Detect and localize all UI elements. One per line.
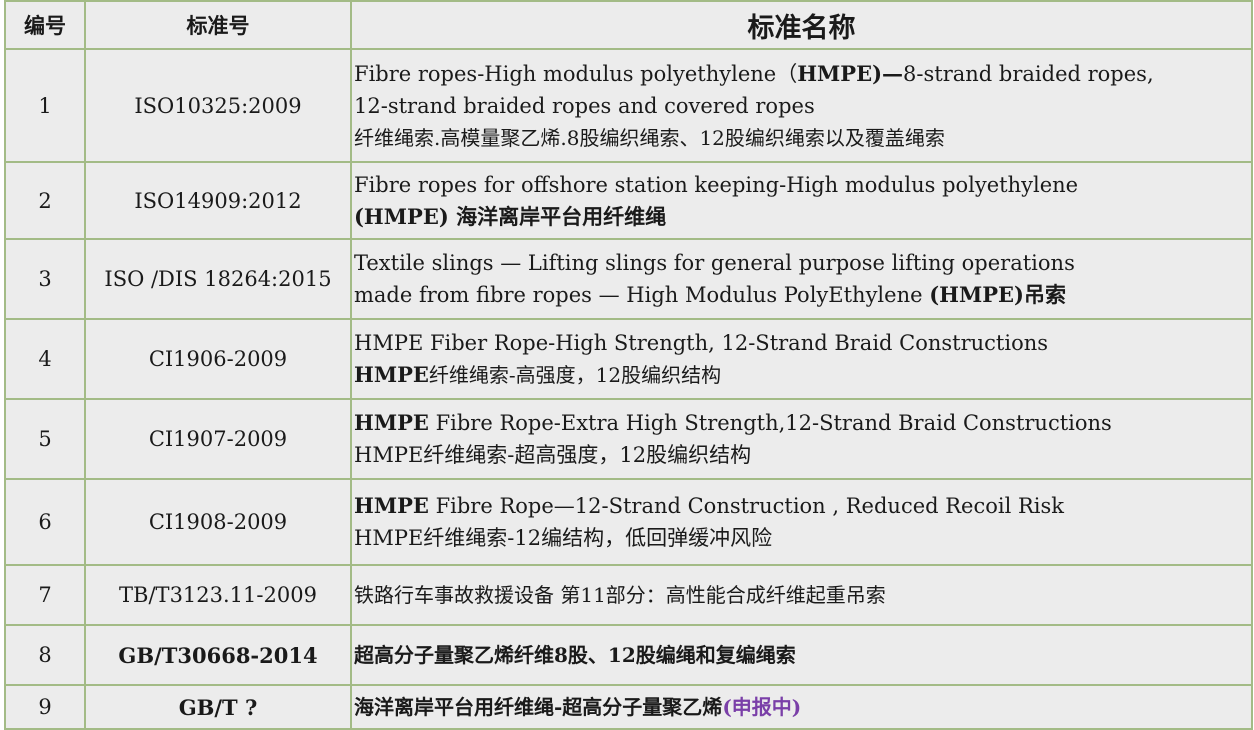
standard-name: 海洋离岸平台用纤维绳-超高分子量聚乙烯(申报中) bbox=[350, 684, 1253, 730]
status-text: (申报中) bbox=[722, 695, 802, 719]
table-row: 7 TB/T3123.11-2009 铁路行车事故救援设备 第11部分：高性能合成… bbox=[4, 564, 1253, 626]
row-number: 6 bbox=[4, 478, 86, 566]
name-line: HMPE纤维绳索-高强度，12股编织结构 bbox=[354, 359, 1251, 391]
standard-code: GB/T30668-2014 bbox=[84, 624, 352, 686]
name-segment: HMPE Fiber Rope-High Strength, 12-Strand… bbox=[354, 331, 1049, 355]
name-line: Fibre ropes for offshore station keeping… bbox=[354, 169, 1251, 201]
name-segment: (HMPE)吊索 bbox=[929, 282, 1066, 307]
name-segment: 铁路行车事故救援设备 第11部分：高性能合成纤维起重吊索 bbox=[354, 583, 886, 607]
name-line: 纤维绳索.高模量聚乙烯.8股编织绳索、12股编织绳索以及覆盖绳索 bbox=[354, 122, 1251, 154]
name-segment: HMPE bbox=[354, 410, 429, 435]
standard-name: Fibre ropes-High modulus polyethylene（HM… bbox=[350, 48, 1253, 163]
name-segment: 超高分子量聚乙烯纤维8股、12股编绳和复编绳索 bbox=[354, 643, 796, 667]
standard-code: GB/T ? bbox=[84, 684, 352, 730]
name-segment: 海洋离岸平台用纤维绳-超高分子量聚乙烯 bbox=[354, 695, 723, 719]
standard-name: 铁路行车事故救援设备 第11部分：高性能合成纤维起重吊索 bbox=[350, 564, 1253, 626]
name-segment: Fibre ropes for offshore station keeping… bbox=[354, 172, 1079, 197]
standard-name: 超高分子量聚乙烯纤维8股、12股编绳和复编绳索 bbox=[350, 624, 1253, 686]
name-segment: Textile slings — Lifting slings for gene… bbox=[354, 251, 1075, 275]
row-number: 8 bbox=[4, 624, 86, 686]
name-segment: Fibre Rope-Extra High Strength,12-Strand… bbox=[428, 411, 1112, 435]
standard-name: Textile slings — Lifting slings for gene… bbox=[350, 238, 1253, 320]
standard-code: CI1908-2009 bbox=[84, 478, 352, 566]
row-number: 9 bbox=[4, 684, 86, 730]
name-segment: HMPE纤维绳索-12编结构，低回弹缓冲风险 bbox=[354, 526, 773, 550]
table-row: 8 GB/T30668-2014 超高分子量聚乙烯纤维8股、12股编绳和复编绳索 bbox=[4, 624, 1253, 686]
name-line: made from fibre ropes — High Modulus Pol… bbox=[354, 279, 1251, 311]
table-row: 3 ISO /DIS 18264:2015 Textile slings — Lif… bbox=[4, 238, 1253, 320]
table-row: 1 ISO10325:2009 Fibre ropes-High modulus p… bbox=[4, 48, 1253, 163]
name-segment: 纤维绳索.高模量聚乙烯.8股编织绳索、12股编织绳索以及覆盖绳索 bbox=[354, 125, 945, 150]
standard-code: TB/T3123.11-2009 bbox=[84, 564, 352, 626]
row-number: 7 bbox=[4, 564, 86, 626]
name-segment: HMPE纤维绳索-超高强度，12股编织结构 bbox=[354, 443, 752, 467]
standard-name: HMPE Fibre Rope-Extra High Strength,12-S… bbox=[350, 398, 1253, 480]
table-row: 2 ISO14909:2012 Fibre ropes for offshore s… bbox=[4, 161, 1253, 240]
name-segment: 8-strand braided ropes, bbox=[903, 61, 1154, 86]
name-line: 超高分子量聚乙烯纤维8股、12股编绳和复编绳索 bbox=[354, 639, 1251, 671]
standard-name: Fibre ropes for offshore station keeping… bbox=[350, 161, 1253, 240]
name-line: (HMPE) 海洋离岸平台用纤维绳 bbox=[354, 201, 1251, 233]
table-row: 5 CI1907-2009 HMPE Fibre Rope-Extra High … bbox=[4, 398, 1253, 480]
header-number: 编号 bbox=[4, 0, 86, 50]
name-line: Fibre ropes-High modulus polyethylene（HM… bbox=[354, 58, 1251, 90]
name-line: HMPE纤维绳索-12编结构，低回弹缓冲风险 bbox=[354, 522, 1251, 554]
name-line: 12-strand braided ropes and covered rope… bbox=[354, 90, 1251, 122]
name-segment: made from fibre ropes — High Modulus Pol… bbox=[354, 283, 930, 307]
name-line: 铁路行车事故救援设备 第11部分：高性能合成纤维起重吊索 bbox=[354, 579, 1251, 611]
name-segment: 12-strand braided ropes and covered rope… bbox=[354, 93, 815, 118]
name-line: HMPE纤维绳索-超高强度，12股编织结构 bbox=[354, 439, 1251, 471]
header-standard-code: 标准号 bbox=[84, 0, 352, 50]
table-row: 6 CI1908-2009 HMPE Fibre Rope—12-Strand C… bbox=[4, 478, 1253, 566]
standard-code: ISO10325:2009 bbox=[84, 48, 352, 163]
name-line: Textile slings — Lifting slings for gene… bbox=[354, 247, 1251, 279]
name-segment: HMPE)— bbox=[797, 60, 904, 86]
standard-code: ISO14909:2012 bbox=[84, 161, 352, 240]
row-number: 4 bbox=[4, 318, 86, 400]
standard-name: HMPE Fiber Rope-High Strength, 12-Strand… bbox=[350, 318, 1253, 400]
row-number: 1 bbox=[4, 48, 86, 163]
name-segment: HMPE bbox=[354, 362, 429, 387]
table-row: 4 CI1906-2009 HMPE Fiber Rope-High Streng… bbox=[4, 318, 1253, 400]
table-row: 9 GB/T ? 海洋离岸平台用纤维绳-超高分子量聚乙烯(申报中) bbox=[4, 684, 1253, 730]
name-segment: 纤维绳索-高强度，12股编织结构 bbox=[428, 363, 722, 387]
name-segment: (HMPE) 海洋离岸平台用纤维绳 bbox=[354, 203, 667, 229]
name-line: HMPE Fiber Rope-High Strength, 12-Strand… bbox=[354, 327, 1251, 359]
name-line: 海洋离岸平台用纤维绳-超高分子量聚乙烯(申报中) bbox=[354, 691, 1251, 723]
standard-code: ISO /DIS 18264:2015 bbox=[84, 238, 352, 320]
standard-code: CI1907-2009 bbox=[84, 398, 352, 480]
name-segment: Fibre Rope—12-Strand Construction , Redu… bbox=[428, 494, 1065, 518]
name-segment: HMPE bbox=[354, 493, 429, 518]
row-number: 3 bbox=[4, 238, 86, 320]
name-line: HMPE Fibre Rope-Extra High Strength,12-S… bbox=[354, 407, 1251, 439]
standard-code: CI1906-2009 bbox=[84, 318, 352, 400]
header-standard-name: 标准名称 bbox=[350, 0, 1253, 50]
header-row: 编号 标准号 标准名称 bbox=[4, 0, 1253, 50]
name-segment: Fibre ropes-High modulus polyethylene（ bbox=[354, 61, 798, 86]
row-number: 5 bbox=[4, 398, 86, 480]
name-line: HMPE Fibre Rope—12-Strand Construction ,… bbox=[354, 490, 1251, 522]
row-number: 2 bbox=[4, 161, 86, 240]
standard-name: HMPE Fibre Rope—12-Strand Construction ,… bbox=[350, 478, 1253, 566]
standards-table: 编号 标准号 标准名称 1 ISO10325:2009 Fibre ropes-Hi… bbox=[4, 0, 1253, 730]
